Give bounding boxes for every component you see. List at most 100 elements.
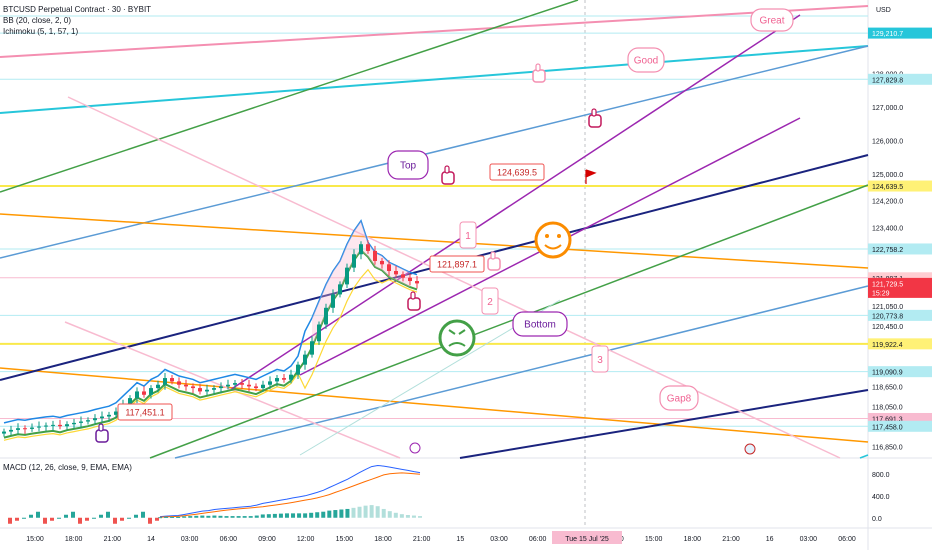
macd-histogram-bar	[345, 508, 350, 518]
price-badge-label: 122,758.2	[872, 247, 903, 254]
crosshair-time-label: Tue 15 Jul '25	[565, 536, 609, 543]
candle-body	[72, 422, 76, 425]
good-bubble: Good	[627, 47, 665, 73]
macd-histogram-bar	[8, 517, 12, 524]
trend-line	[859, 454, 869, 459]
time-tick-label: 16	[766, 536, 774, 543]
candle-body	[324, 307, 328, 325]
time-tick-label: 21:00	[722, 536, 740, 543]
macd-histogram-bar	[309, 512, 314, 518]
candle-body	[212, 388, 216, 390]
good-bubble-text: Good	[634, 56, 658, 67]
price-badge	[868, 338, 932, 350]
candle-body	[142, 391, 146, 395]
time-tick-label: 14	[147, 536, 155, 543]
symbol-title[interactable]: BTCUSD Perpetual Contract · 30 · BYBIT	[3, 5, 152, 14]
hand-pointer-icon	[487, 251, 501, 271]
macd-histogram-bar	[22, 517, 26, 519]
macd-histogram-bar	[381, 508, 386, 518]
candle-body	[9, 429, 13, 432]
candle-body	[149, 388, 153, 395]
price-badge	[868, 272, 932, 284]
price-badge	[868, 73, 932, 85]
callout-117451: 117,451.1	[117, 403, 173, 421]
macd-histogram-bar	[242, 516, 247, 518]
price-badge	[868, 27, 932, 39]
candles-layer	[2, 240, 419, 437]
candle-body	[198, 388, 202, 392]
trend-line	[229, 14, 801, 391]
bb-indicator-label[interactable]: BB (20, close, 2, 0)	[3, 16, 72, 25]
callout-121897-shape	[429, 255, 485, 273]
price-badge-label: 117,458.0	[872, 424, 903, 431]
macd-histogram-bar	[315, 512, 320, 518]
price-badge-label: 119,090.9	[872, 370, 903, 377]
macd-histogram-bar	[158, 517, 162, 519]
time-axis[interactable]: 15:00 18:00 21:00 14 03:00 06:00 09:00 12:00 15:…	[26, 531, 856, 544]
price-badge-label: 127,829.8	[872, 77, 903, 84]
smiley-mouth	[544, 244, 562, 250]
price-tick-label: 127,000.0	[872, 105, 903, 112]
macd-histogram-bar	[212, 515, 217, 518]
top-bubble: Top	[387, 150, 429, 180]
macd-histogram-bar	[230, 516, 235, 518]
candle-body	[366, 244, 370, 251]
hand-pointer-icon-finger	[490, 251, 496, 260]
candle-body	[170, 378, 174, 382]
ichimoku-indicator-label[interactable]: Ichimoku (5, 1, 57, 1)	[3, 27, 79, 36]
candle-body	[380, 260, 384, 265]
candle-body	[331, 294, 335, 308]
lightning-icon	[409, 442, 421, 454]
trend-line	[0, 367, 869, 443]
hand-pointer-icon-finger	[444, 165, 450, 174]
time-tick-label: 21:00	[104, 536, 122, 543]
hand-pointer-icon	[95, 423, 109, 443]
macd-histogram-bar	[375, 506, 380, 518]
candle-body	[107, 414, 111, 417]
annotations-layer: Top Bottom Good Great Gap8 1 2 3 124,639.5 121,89…	[95, 8, 794, 455]
chart-legend: BTCUSD Perpetual Contract · 30 · BYBIT B…	[3, 4, 151, 37]
candle-body	[296, 364, 300, 375]
candle-body	[135, 391, 139, 399]
time-tick-label: 03:00	[181, 536, 199, 543]
price-tick-label: 121,050.0	[872, 304, 903, 311]
macd-histogram-bar	[254, 515, 259, 518]
us-flag-icon	[744, 443, 756, 455]
label-box-1-text: 1	[465, 231, 471, 242]
callout-121897: 121,897.1	[429, 255, 485, 273]
macd-histogram-bar	[188, 516, 193, 518]
macd-histogram-bar	[363, 505, 368, 518]
price-axis[interactable]: 128,000.0127,000.0126,000.0125,000.0124,…	[868, 27, 932, 523]
macd-histogram-bar	[351, 507, 356, 518]
great-bubble-text: Great	[759, 16, 784, 27]
label-box-3-shape	[591, 345, 609, 373]
price-badge-label: 121,729.5	[872, 281, 903, 288]
candle-body	[226, 384, 230, 387]
candle-body	[100, 416, 104, 419]
macd-histogram-bar	[418, 516, 422, 518]
macd-histogram-bar	[43, 517, 47, 524]
smiley-eye	[557, 234, 561, 238]
macd-histogram-bar	[303, 513, 308, 518]
macd-histogram-bar	[194, 515, 199, 518]
label-box-1: 1	[459, 221, 477, 249]
macd-histogram-bar	[321, 511, 326, 518]
price-badge	[868, 243, 932, 255]
smiley-eye	[545, 234, 549, 238]
bollinger-lower-band	[3, 268, 418, 441]
macd-histogram-bar	[272, 513, 277, 518]
time-tick-label: 03:00	[490, 536, 508, 543]
trend-line	[0, 45, 869, 114]
trend-line	[149, 184, 869, 459]
bottom-bubble: Bottom	[512, 311, 568, 337]
macd-indicator-label[interactable]: MACD (12, 26, close, 9, EMA, EMA)	[3, 463, 132, 472]
bottom-bubble-text: Bottom	[524, 320, 556, 331]
currency-label[interactable]: USD	[876, 7, 891, 14]
time-tick-label: 09:00	[258, 536, 276, 543]
macd-histogram-bar	[85, 517, 89, 521]
price-badge	[868, 309, 932, 321]
macd-histogram-bar	[71, 511, 75, 518]
top-bubble-shape	[387, 150, 429, 180]
